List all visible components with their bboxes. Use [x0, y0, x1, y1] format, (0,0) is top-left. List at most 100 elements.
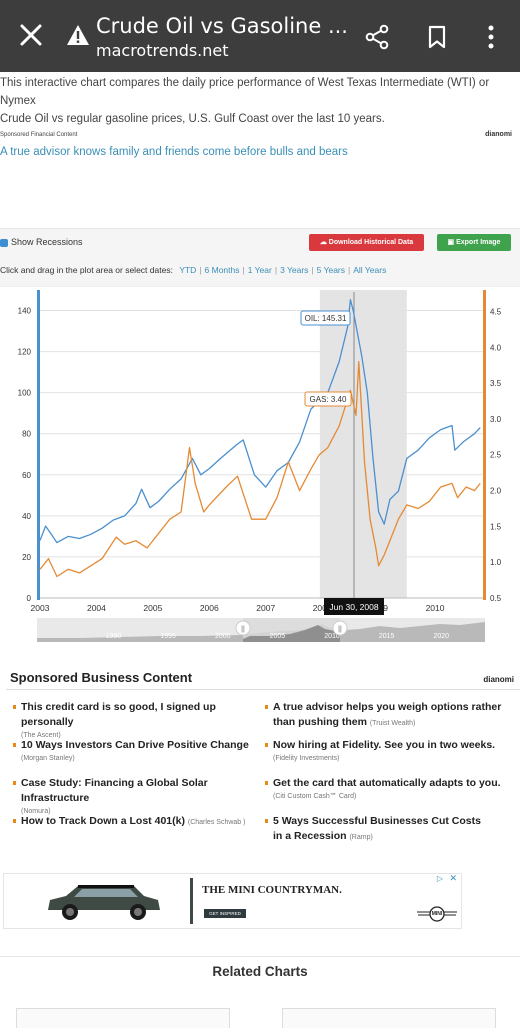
more-menu-icon[interactable]	[478, 24, 504, 50]
bullet	[265, 781, 268, 785]
left-axis-tick-label: 0	[27, 594, 32, 603]
show-recessions-checkbox[interactable]	[0, 239, 8, 247]
series-line-gas	[39, 360, 481, 578]
navigator-tick-label: 1995	[160, 633, 176, 640]
date-tooltip: Jun 30, 2008	[324, 598, 384, 615]
gas-tooltip-text: GAS: 3.40	[310, 395, 347, 404]
mini-countryman-ad[interactable]: THE MINI COUNTRYMAN. GET INSPIRED MINI ▷…	[3, 873, 462, 929]
sponsored-title[interactable]: 10 Ways Investors Can Drive Positive Cha…	[21, 739, 249, 751]
left-axis-tick-label: 20	[22, 553, 31, 562]
ad-close-icon[interactable]: ✕	[449, 873, 457, 883]
share-icon[interactable]	[364, 24, 390, 50]
right-axis-bar	[483, 290, 486, 600]
sponsored-source: (Fidelity Investments)	[273, 755, 340, 762]
x-axis-tick-label: 2005	[143, 603, 162, 613]
right-axis-tick-label: 1.0	[490, 558, 502, 567]
mini-logo-text: MINI	[431, 911, 443, 917]
sponsored-heading: Sponsored Business Content	[10, 670, 193, 685]
right-axis-tick-label: 1.5	[490, 522, 502, 531]
bullet	[13, 819, 16, 823]
sponsored-source: (Citi Custom Cash℠ Card)	[273, 793, 357, 800]
export-image-button[interactable]: ▣ Export Image	[437, 234, 511, 251]
sponsored-title[interactable]: 5 Ways Successful Businesses Cut Costs i…	[273, 815, 481, 842]
mini-logo-icon	[417, 906, 457, 922]
image-icon: ▣	[447, 239, 457, 246]
ad-cta-button[interactable]: GET INSPIRED	[204, 909, 246, 918]
ad-choices-icon[interactable]: ▷	[436, 874, 443, 883]
dianomi-logo: dianomi	[485, 131, 512, 138]
zoom-ytd[interactable]: YTD	[179, 265, 197, 275]
bullet	[265, 705, 268, 709]
sponsored-item-6[interactable]: Get the card that automatically adapts t…	[265, 776, 513, 803]
sponsored-source: (Charles Schwab )	[187, 819, 246, 826]
navigator-tick-label: 2015	[379, 633, 395, 640]
range-navigator[interactable]: 1990 1995 2000 2005 2010 2015 2020 || ||	[37, 618, 485, 642]
sponsored-title[interactable]: A true advisor helps you weigh options r…	[273, 701, 502, 728]
x-axis-tick-label: 2006	[200, 603, 219, 613]
close-icon[interactable]	[18, 22, 44, 48]
left-axis-tick-label: 120	[18, 348, 32, 357]
related-charts-heading: Related Charts	[212, 964, 308, 979]
x-axis-tick-label: 2007	[256, 603, 275, 613]
sponsored-item-2[interactable]: A true advisor helps you weigh options r…	[265, 700, 513, 731]
sponsored-item-1[interactable]: This credit card is so good, I signed up…	[13, 700, 256, 742]
sponsored-item-5[interactable]: Case Study: Financing a Global Solar Inf…	[13, 776, 266, 818]
left-axis-tick-label: 100	[18, 389, 32, 398]
right-axis-tick-label: 3.0	[490, 415, 502, 424]
download-historical-data-button[interactable]: ☁ Download Historical Data	[309, 234, 424, 251]
show-recessions-label[interactable]: Show Recessions	[11, 237, 83, 247]
left-axis-labels: 0 20 40 60 80 100 120 140	[18, 307, 32, 603]
sponsored-title[interactable]: How to Track Down a Lost 401(k)	[21, 815, 185, 827]
oil-tooltip-text: OIL: 145.31	[305, 314, 347, 323]
zoom-6-months[interactable]: 6 Months	[204, 265, 240, 275]
bullet	[265, 743, 268, 747]
sponsored-item-7[interactable]: How to Track Down a Lost 401(k) (Charles…	[13, 814, 266, 830]
bookmark-icon[interactable]	[424, 24, 450, 50]
zoom-1-year[interactable]: 1 Year	[247, 265, 272, 275]
navigator-tick-label: 2020	[434, 633, 450, 640]
right-axis-tick-label: 4.5	[490, 307, 502, 316]
description-line-1: This interactive chart compares the dail…	[0, 77, 490, 107]
sponsored-item-4[interactable]: Now hiring at Fidelity. See you in two w…	[265, 738, 513, 765]
chart-toolbar: Show Recessions ☁ Download Historical Da…	[0, 228, 520, 286]
page-domain: macrotrends.net	[96, 41, 229, 60]
x-axis-tick-label: 2003	[31, 603, 50, 613]
sponsored-item-3[interactable]: 10 Ways Investors Can Drive Positive Cha…	[13, 738, 256, 765]
sponsored-source: (Morgan Stanley)	[21, 755, 75, 762]
sponsored-title[interactable]: Now hiring at Fidelity. See you in two w…	[273, 739, 496, 751]
chart-description: This interactive chart compares the dail…	[0, 74, 520, 128]
left-axis-tick-label: 80	[22, 430, 31, 439]
related-chart-card-2[interactable]	[282, 1008, 496, 1028]
left-axis-tick-label: 60	[22, 471, 31, 480]
ad-headline: THE MINI COUNTRYMAN.	[202, 884, 342, 896]
sponsored-title[interactable]: Case Study: Financing a Global Solar Inf…	[21, 777, 208, 804]
car-image	[48, 885, 160, 920]
sponsored-title[interactable]: This credit card is so good, I signed up…	[21, 701, 216, 728]
related-chart-card-1[interactable]	[16, 1008, 230, 1028]
sponsored-title[interactable]: Get the card that automatically adapts t…	[273, 777, 501, 789]
right-axis-tick-label: 0.5	[490, 594, 502, 603]
x-axis-tick-label: 2010	[426, 603, 445, 613]
zoom-5-years[interactable]: 5 Years	[316, 265, 346, 275]
right-axis-tick-label: 2.5	[490, 451, 502, 460]
warning-icon[interactable]	[66, 24, 90, 46]
series-group	[39, 298, 481, 578]
right-axis-tick-label: 3.5	[490, 379, 502, 388]
left-axis-bar	[37, 290, 40, 600]
navigator-left-handle[interactable]	[235, 620, 251, 636]
page-title: Crude Oil vs Gasoline ...	[96, 14, 348, 38]
navigator-ticks: 1990 1995 2000 2005 2010 2015 2020	[106, 633, 449, 640]
sponsored-source: (The Ascent)	[21, 732, 61, 739]
zoom-all-years[interactable]: All Years	[353, 265, 387, 275]
x-axis-tick-label: 2004	[87, 603, 106, 613]
svg-text:||: ||	[338, 626, 342, 633]
date-tooltip-text: Jun 30, 2008	[329, 602, 378, 612]
zoom-3-years[interactable]: 3 Years	[280, 265, 309, 275]
sponsored-link[interactable]: A true advisor knows family and friends …	[0, 146, 348, 158]
x-axis-tick-label: 2008	[313, 603, 332, 613]
sponsored-item-8[interactable]: 5 Ways Successful Businesses Cut Costs i…	[265, 814, 493, 845]
oil-tooltip: OIL: 145.31	[300, 310, 351, 326]
navigator-right-handle[interactable]	[332, 620, 348, 636]
navigator-tick-label: 2010	[324, 633, 340, 640]
oil-gas-chart[interactable]: 0 20 40 60 80 100 120 140 0.5 1.0 1.5 2.0 2.5 3.0 3.5…	[0, 286, 520, 646]
